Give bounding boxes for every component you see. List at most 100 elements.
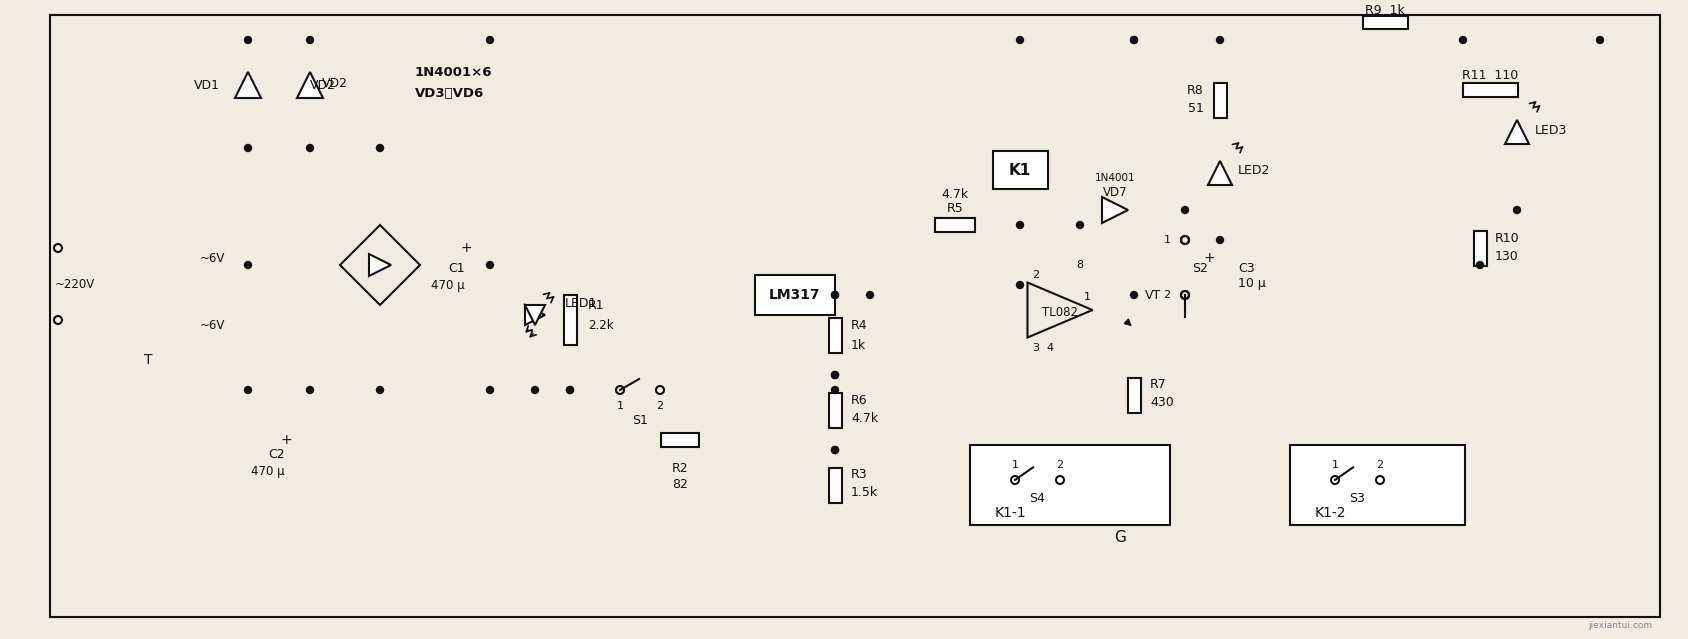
Bar [1128,378,1141,413]
Circle shape [532,387,538,394]
Polygon shape [370,254,392,276]
Circle shape [245,144,252,151]
Circle shape [1077,222,1084,229]
Polygon shape [1506,120,1529,144]
Text: 1N4001: 1N4001 [1096,173,1136,183]
Circle shape [307,387,314,394]
Text: 1.5k: 1.5k [851,486,878,500]
Circle shape [1016,222,1023,229]
Bar [935,218,976,232]
Circle shape [832,291,839,298]
Text: C1: C1 [449,261,464,275]
Circle shape [307,36,314,43]
Circle shape [245,387,252,394]
Circle shape [832,291,839,298]
Circle shape [376,387,383,394]
Text: C3: C3 [1237,261,1254,275]
Bar [829,468,842,502]
Circle shape [1460,36,1467,43]
Circle shape [486,36,493,43]
Text: VD1: VD1 [194,79,219,91]
Text: 1k: 1k [851,339,866,351]
Bar [829,392,842,427]
Circle shape [245,36,252,43]
Text: 2: 2 [1057,460,1063,470]
Text: 51: 51 [1188,102,1204,114]
Text: G: G [1114,530,1126,546]
Text: 470 μ: 470 μ [252,465,285,479]
Text: 2.2k: 2.2k [587,318,614,332]
Text: S4: S4 [1030,491,1045,505]
Circle shape [832,371,839,378]
Text: K1-1: K1-1 [994,506,1026,520]
Text: 1: 1 [1163,235,1170,245]
Text: ~220V: ~220V [56,277,95,291]
Text: S2: S2 [1192,261,1209,275]
Text: TL082: TL082 [1041,305,1079,318]
Circle shape [567,387,574,394]
Circle shape [832,447,839,454]
Text: R2: R2 [672,461,689,475]
Text: 82: 82 [672,477,689,491]
Text: K1-2: K1-2 [1315,506,1345,520]
Text: R11  110: R11 110 [1462,68,1518,82]
Text: 3: 3 [1031,343,1040,353]
Circle shape [486,387,493,394]
Text: ~6V: ~6V [199,252,226,265]
Text: VD3～VD6: VD3～VD6 [415,86,484,100]
Text: C2: C2 [268,449,285,461]
Polygon shape [525,305,545,325]
Circle shape [1016,282,1023,288]
Text: R3: R3 [851,468,868,482]
Text: R10: R10 [1496,231,1519,245]
Text: S1: S1 [631,413,648,426]
Text: jiexiantui.com: jiexiantui.com [1588,620,1653,629]
Text: 2: 2 [1031,270,1040,280]
Circle shape [1016,36,1023,43]
Text: LM317: LM317 [770,288,820,302]
Circle shape [866,291,873,298]
Circle shape [486,261,493,268]
Bar [993,151,1048,189]
Text: K1: K1 [1009,162,1031,178]
Polygon shape [235,72,262,98]
Bar [971,445,1170,525]
Circle shape [1131,36,1138,43]
Circle shape [1182,206,1188,213]
Bar [1290,445,1465,525]
Polygon shape [297,72,322,98]
Text: 470 μ: 470 μ [432,279,464,291]
Text: VD7: VD7 [1102,185,1128,199]
Bar [662,433,699,447]
Bar [1362,15,1408,29]
Text: LED2: LED2 [1237,164,1271,176]
Circle shape [1131,291,1138,298]
Text: VD2: VD2 [311,79,336,91]
Text: +: + [461,241,473,255]
Bar [1474,231,1487,265]
Text: 8: 8 [1077,260,1084,270]
Text: 130: 130 [1496,249,1519,263]
Text: 2: 2 [1376,460,1384,470]
Polygon shape [1209,161,1232,185]
Circle shape [832,447,839,454]
Text: 10 μ: 10 μ [1237,277,1266,289]
Polygon shape [1102,197,1128,223]
Text: T: T [143,353,152,367]
Text: R5: R5 [947,201,964,215]
Circle shape [1597,36,1604,43]
Circle shape [376,144,383,151]
Text: 1: 1 [1011,460,1018,470]
Text: R9  1k: R9 1k [1366,3,1404,17]
Text: 1N4001×6: 1N4001×6 [415,66,493,79]
Text: 2: 2 [657,401,663,411]
Circle shape [1217,236,1224,243]
Circle shape [1131,36,1138,43]
Bar [564,295,577,345]
Text: LED1: LED1 [565,296,598,309]
Text: VT: VT [1144,288,1161,302]
Circle shape [1514,206,1521,213]
Text: +: + [280,433,292,447]
Circle shape [1217,36,1224,43]
Text: LED3: LED3 [1534,123,1568,137]
